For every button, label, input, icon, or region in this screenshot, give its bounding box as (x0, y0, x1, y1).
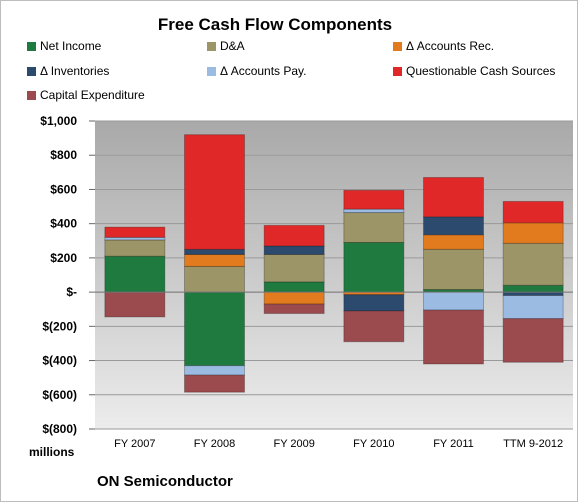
legend-swatch-inventories (27, 67, 36, 76)
legend-item-net-income: Net Income (27, 39, 101, 53)
bar-questionable-cash-sources-fy-2009 (263, 224, 325, 247)
bar-capital-expenditure-fy-2008 (184, 374, 245, 393)
bar-accounts-pay-fy-2007 (104, 236, 166, 241)
bar-inventories-ttm-9-2012 (502, 291, 564, 297)
y-tick-label: $(400) (42, 354, 77, 368)
legend-item-accounts-pay: Δ Accounts Pay. (207, 64, 307, 78)
plot-background (95, 121, 573, 429)
x-tick-label-fy-2010: FY 2010 (353, 438, 394, 450)
legend-item-inventories: Δ Inventories (27, 64, 109, 78)
bar-accounts-pay-fy-2010 (343, 208, 405, 214)
legend-swatch-net-income (27, 42, 36, 51)
bar-questionable-cash-sources-fy-2010 (343, 189, 405, 210)
bar-accounts-pay-fy-2011 (423, 291, 484, 311)
legend-item-questionable-cash: Questionable Cash Sources (393, 64, 555, 78)
bar-accounts-rec-fy-2009 (263, 291, 325, 305)
y-tick-label: $800 (50, 148, 77, 162)
bar-inventories-fy-2009 (263, 245, 325, 255)
bar-d-a-fy-2007 (104, 239, 166, 257)
x-tick-label-fy-2009: FY 2009 (273, 438, 314, 450)
bar-stacks (95, 134, 573, 393)
company-label: ON Semiconductor (97, 473, 233, 490)
bar-accounts-pay-ttm-9-2012 (502, 295, 564, 320)
bar-d-a-fy-2008 (184, 265, 245, 293)
bar-questionable-cash-sources-ttm-9-2012 (502, 200, 564, 224)
y-tick-label: $(600) (42, 388, 77, 402)
y-tick-label: $(200) (42, 319, 77, 333)
bar-net-income-fy-2010 (343, 241, 405, 293)
legend-item-capex: Capital Expenditure (27, 88, 145, 102)
units-label: millions (29, 445, 75, 459)
chart-title: Free Cash Flow Components (157, 15, 393, 34)
x-tick-label-ttm-9-2012: TTM 9-2012 (503, 438, 563, 450)
bar-questionable-cash-sources-fy-2011 (423, 176, 484, 218)
bar-net-income-fy-2007 (104, 255, 166, 293)
legend-swatch-accounts-pay (207, 67, 216, 76)
bar-capital-expenditure-fy-2009 (263, 303, 325, 315)
bar-d-a-fy-2010 (343, 212, 405, 243)
y-tick-label: $1,000 (40, 114, 77, 128)
bar-capital-expenditure-fy-2010 (343, 310, 405, 343)
legend-label-capex: Capital Expenditure (40, 88, 145, 102)
legend-label-d-and-a: D&A (220, 39, 245, 53)
bar-accounts-rec-fy-2011 (423, 234, 484, 250)
legend-label-accounts-rec: Δ Accounts Rec. (406, 39, 495, 53)
y-tick-label: $400 (50, 217, 77, 231)
legend-label-net-income: Net Income (40, 39, 102, 53)
legend-label-accounts-pay: Δ Accounts Pay. (220, 64, 307, 78)
bar-d-a-fy-2011 (423, 248, 484, 291)
legend-swatch-d-and-a (207, 42, 216, 51)
bar-d-a-fy-2009 (263, 253, 325, 283)
x-tick-label-fy-2007: FY 2007 (114, 438, 155, 450)
bar-net-income-ttm-9-2012 (502, 284, 564, 293)
y-tick-label: $600 (50, 182, 77, 196)
legend-item-accounts-rec: Δ Accounts Rec. (393, 39, 494, 53)
y-tick-label: $200 (50, 251, 77, 265)
x-tick-label-fy-2011: FY 2011 (433, 438, 474, 450)
bar-inventories-fy-2008 (184, 248, 245, 255)
legend-label-inventories: Δ Inventories (40, 64, 110, 78)
legend-swatch-questionable-cash (393, 67, 402, 76)
bar-inventories-fy-2011 (423, 216, 484, 236)
legend-label-questionable-cash: Questionable Cash Sources (406, 64, 556, 78)
bar-capital-expenditure-ttm-9-2012 (502, 318, 564, 363)
y-axis-ticks: $1,000 $800 $600 $400 $200 $- $(200) $(400) $(60… (40, 114, 95, 436)
bar-accounts-pay-fy-2008 (184, 365, 245, 376)
bar-net-income-fy-2009 (263, 281, 325, 293)
bar-inventories-fy-2010 (343, 294, 405, 312)
legend-swatch-capex (27, 91, 36, 100)
bar-questionable-cash-sources-fy-2007 (104, 226, 166, 238)
legend-swatch-accounts-rec (393, 42, 402, 51)
y-tick-label: $- (66, 285, 77, 299)
bar-capital-expenditure-fy-2007 (104, 291, 166, 318)
bar-capital-expenditure-fy-2011 (423, 309, 484, 365)
legend-item-d-and-a: D&A (207, 39, 245, 53)
x-axis-ticks: FY 2007 FY 2008 FY 2009 FY 2010 FY 2011 TTM 9… (114, 438, 563, 450)
bar-accounts-rec-fy-2008 (184, 253, 245, 267)
bar-net-income-fy-2008 (184, 291, 245, 367)
bar-questionable-cash-sources-fy-2008 (184, 134, 245, 250)
y-tick-label: $(800) (42, 422, 77, 436)
x-tick-label-fy-2008: FY 2008 (194, 438, 235, 450)
bar-accounts-rec-ttm-9-2012 (502, 222, 564, 244)
bar-d-a-ttm-9-2012 (502, 242, 564, 286)
